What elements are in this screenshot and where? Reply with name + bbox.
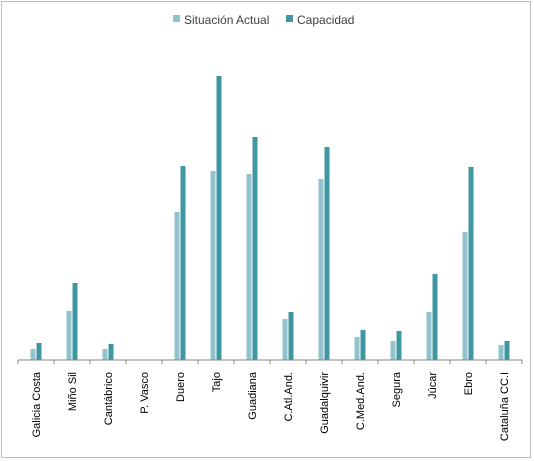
bars <box>30 76 510 360</box>
x-axis-tick-labels: Galicia Costa Miño Sil Cantábrico P. Vasco D… <box>31 371 511 441</box>
x-axis-ticks <box>17 360 523 364</box>
bar-situacion-actual-5 <box>210 171 216 360</box>
x-tick-label-11: Júcar <box>427 372 439 399</box>
bar-capacidad-11 <box>432 274 438 360</box>
x-tick-label-5: Tajo <box>211 372 223 392</box>
x-tick-label-4: Duero <box>175 372 187 402</box>
x-tick-label-12: Ebro <box>463 372 475 395</box>
bar-situacion-actual-10 <box>390 341 396 360</box>
x-tick-label-8: Guadalquivir <box>319 372 331 434</box>
x-tick-label-10: Segura <box>391 371 403 407</box>
bar-capacidad-8 <box>324 147 330 360</box>
bar-situacion-actual-6 <box>246 174 252 360</box>
bar-capacidad-6 <box>252 137 258 360</box>
bar-situacion-actual-0 <box>30 349 36 360</box>
legend-label-capacidad: Capacidad <box>297 13 354 27</box>
x-tick-label-1: Miño Sil <box>67 372 79 411</box>
legend-swatch-situacion-actual <box>173 15 180 22</box>
bar-capacidad-2 <box>108 344 114 360</box>
x-tick-label-0: Galicia Costa <box>31 371 43 437</box>
bar-capacidad-5 <box>216 76 222 360</box>
bar-capacidad-4 <box>180 166 186 360</box>
x-tick-label-7: C.Atl.And. <box>283 372 295 422</box>
x-tick-label-13: Cataluña CC.I <box>499 372 511 441</box>
legend-swatch-capacidad <box>286 15 293 22</box>
x-tick-label-2: Cantábrico <box>103 372 115 425</box>
bar-situacion-actual-11 <box>426 312 432 360</box>
x-tick-label-9: C.Med.And. <box>355 372 367 430</box>
bar-situacion-actual-4 <box>174 212 180 360</box>
bar-capacidad-1 <box>72 283 78 360</box>
bar-situacion-actual-12 <box>462 232 468 360</box>
bar-situacion-actual-1 <box>66 311 72 360</box>
bar-capacidad-10 <box>396 331 402 360</box>
x-tick-label-6: Guadiana <box>247 371 259 420</box>
bar-situacion-actual-2 <box>102 349 108 360</box>
bar-situacion-actual-7 <box>282 319 288 360</box>
bar-capacidad-7 <box>288 312 294 360</box>
bar-capacidad-0 <box>36 343 42 360</box>
bar-capacidad-13 <box>504 341 510 360</box>
bar-situacion-actual-13 <box>498 345 504 360</box>
bar-situacion-actual-8 <box>318 179 324 360</box>
legend-label-situacion-actual: Situación Actual <box>184 13 269 27</box>
bar-capacidad-12 <box>468 167 474 360</box>
bar-situacion-actual-9 <box>354 337 360 360</box>
bar-capacidad-9 <box>360 330 366 360</box>
x-tick-label-3: P. Vasco <box>139 372 151 414</box>
legend: Situación Actual Capacidad <box>173 13 354 27</box>
